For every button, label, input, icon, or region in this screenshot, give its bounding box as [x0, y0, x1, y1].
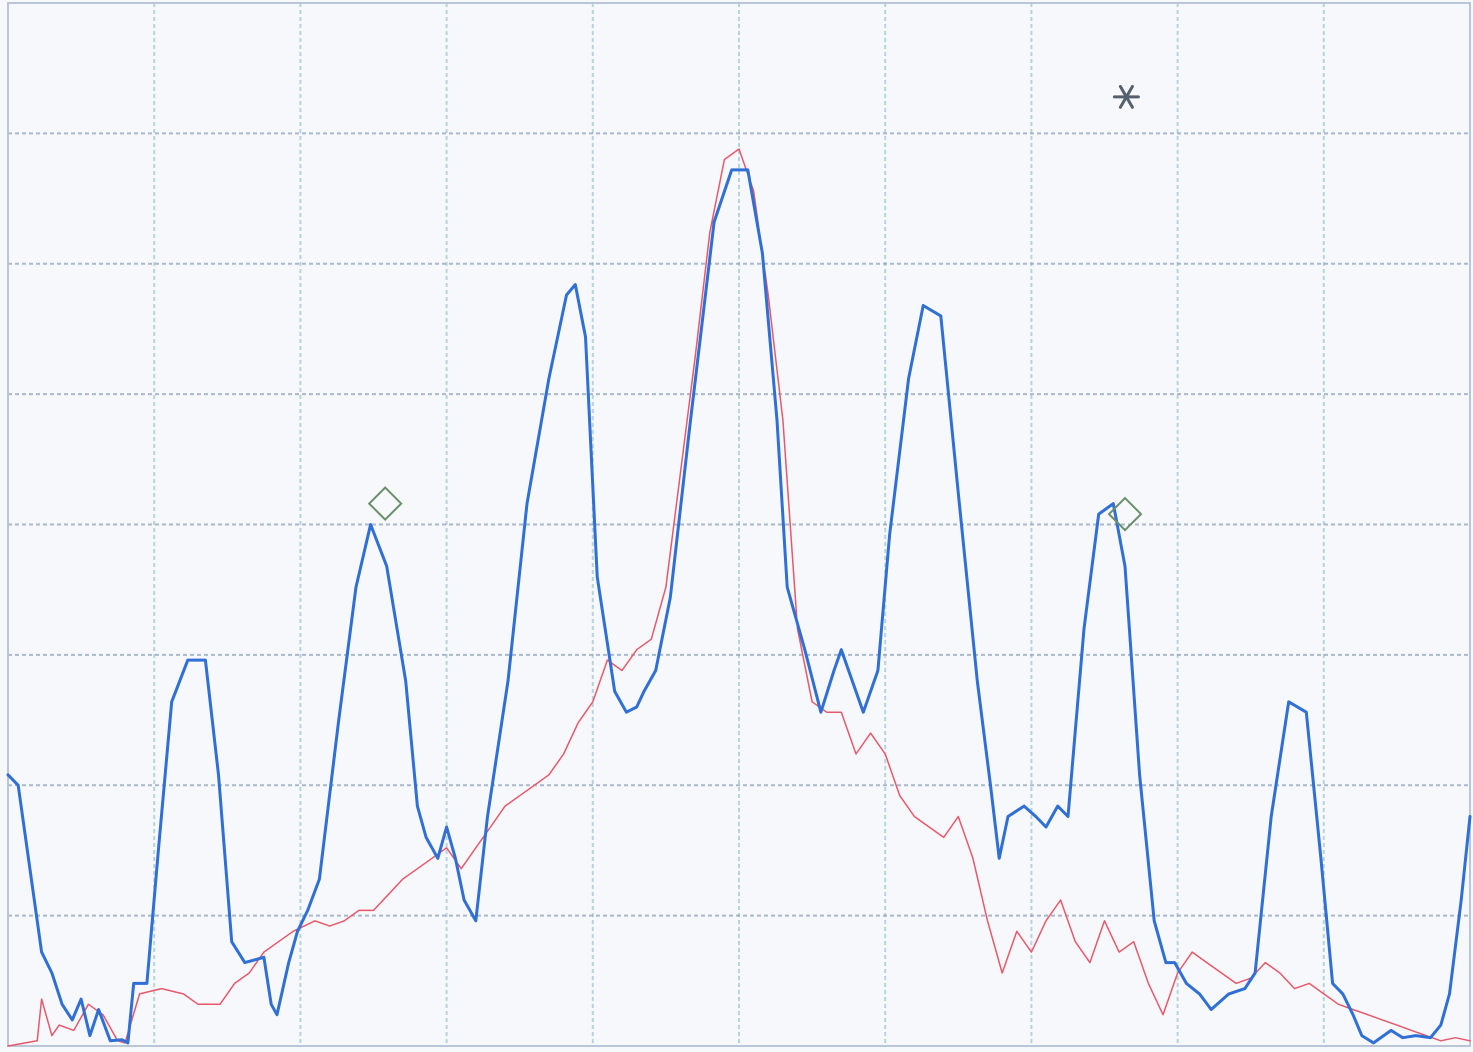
plot-frame — [7, 2, 1471, 1047]
series-group — [6, 148, 1472, 1047]
diamond-marker — [367, 486, 403, 522]
star-marker — [1112, 85, 1140, 109]
star-marker-stroke — [1118, 85, 1134, 109]
diamond-marker — [1107, 496, 1143, 532]
annotations — [367, 85, 1143, 532]
series-line-1 — [6, 168, 1472, 1045]
